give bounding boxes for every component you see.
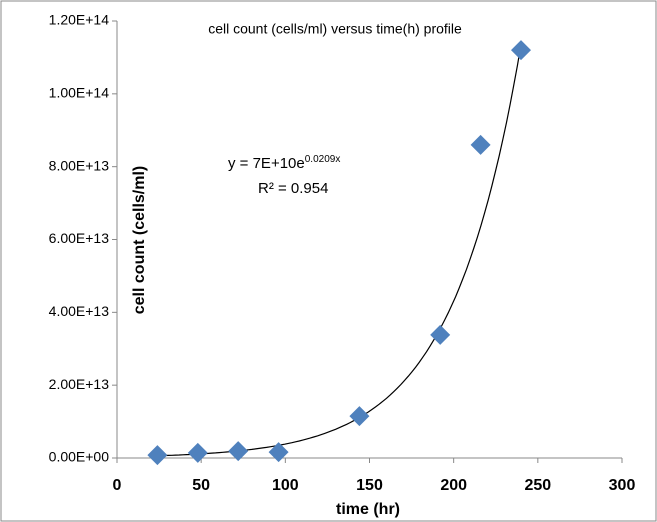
x-tick-label: 0 xyxy=(113,477,122,494)
y-tick-label: 6.00E+13 xyxy=(49,230,110,246)
x-tick-label: 150 xyxy=(356,477,383,494)
point xyxy=(228,441,249,462)
point xyxy=(511,40,531,61)
point xyxy=(430,324,451,345)
x-tick-label: 100 xyxy=(272,477,299,494)
x-tick-label: 250 xyxy=(524,477,551,494)
equation-base: y = 7E+10e xyxy=(228,155,305,172)
point xyxy=(470,134,491,155)
x-tick-label: 50 xyxy=(192,477,210,494)
x-tick-label: 300 xyxy=(609,477,636,494)
equation: y = 7E+10e0.0209x xyxy=(228,154,340,172)
r-squared: R² = 0.954 xyxy=(258,180,328,197)
y-tick-label: 0.00E+00 xyxy=(49,449,110,465)
point xyxy=(349,406,370,427)
y-tick-label: 8.00E+13 xyxy=(49,157,110,173)
y-tick-label: 1.20E+14 xyxy=(49,12,110,28)
trendline xyxy=(157,44,522,457)
point xyxy=(147,445,168,466)
y-tick-label: 1.00E+14 xyxy=(49,85,110,101)
chart-title: cell count (cells/ml) versus time(h) pro… xyxy=(208,21,462,37)
point xyxy=(187,442,208,463)
x-axis-label: time (hr) xyxy=(336,501,400,518)
y-axis-label: cell count (cells/ml) xyxy=(131,166,148,314)
equation-exponent: 0.0209x xyxy=(305,154,341,165)
y-tick-label: 4.00E+13 xyxy=(49,303,110,319)
point xyxy=(268,442,289,463)
x-tick-label: 200 xyxy=(440,477,467,494)
y-tick-label: 2.00E+13 xyxy=(49,376,110,392)
